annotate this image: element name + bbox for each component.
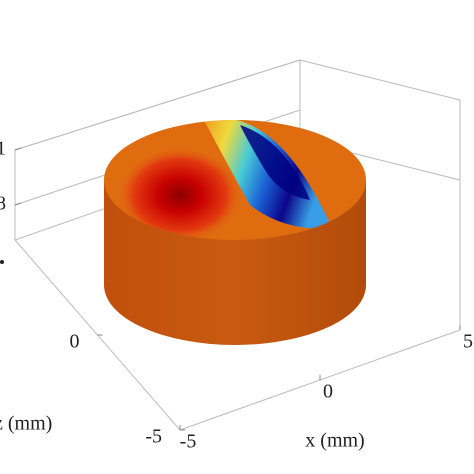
x-tick-label: 0	[323, 381, 333, 403]
cylinder	[104, 120, 366, 345]
y-tick-label: 0	[70, 331, 80, 353]
x-axis-label: x (mm)	[305, 430, 364, 452]
y-axis-label: z (mm)	[0, 413, 52, 435]
z-tick	[14, 147, 22, 151]
z-tick-label: 8	[0, 193, 6, 215]
cropped-mark	[0, 260, 4, 264]
y-tick-label: -5	[145, 426, 162, 448]
x-tick-label: -5	[180, 431, 197, 453]
x-tick-label: 5	[463, 331, 473, 353]
z-tick	[14, 202, 22, 206]
z-tick-label: 1	[0, 138, 6, 160]
